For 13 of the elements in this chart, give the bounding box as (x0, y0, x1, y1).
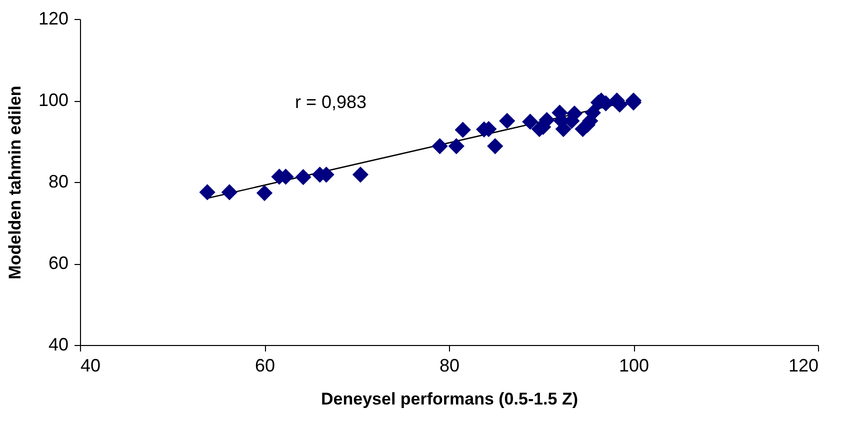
y-tick-label: 60 (48, 253, 68, 273)
x-axis-title: Deneysel performans (0.5-1.5 Z) (321, 390, 578, 408)
y-tick-label: 100 (38, 90, 68, 110)
y-tick-label: 120 (38, 8, 68, 28)
y-tick-label: 80 (48, 172, 68, 192)
x-tick-label: 40 (80, 356, 101, 376)
x-tick-label: 80 (439, 356, 460, 376)
x-tick-label: 60 (254, 356, 276, 376)
annotation: r = 0,983 (295, 92, 367, 112)
y-tick-label: 40 (48, 334, 68, 354)
y-axis-title: Modelden tahmin edilen (5, 86, 24, 280)
x-tick-label: 120 (788, 356, 818, 376)
x-tick-label: 100 (618, 356, 650, 376)
